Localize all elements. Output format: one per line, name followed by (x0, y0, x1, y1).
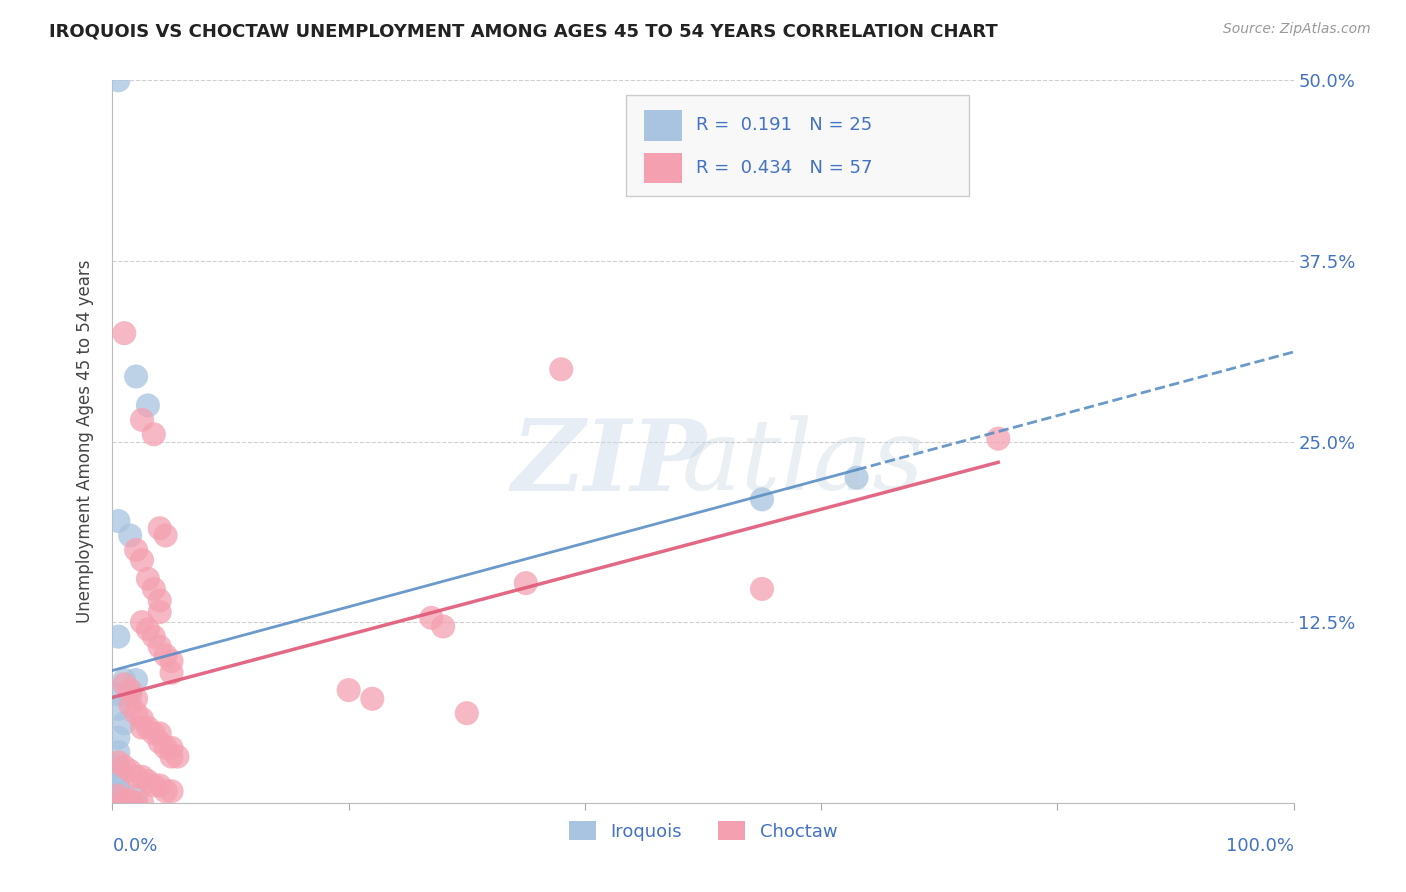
Point (120, 698, 142, 712)
Point (142, 779, 165, 793)
Point (131, 770, 153, 784)
Text: ZIP: ZIP (510, 415, 706, 511)
Point (845, 470, 868, 484)
Point (107, 760, 129, 774)
Point (136, 774, 159, 789)
FancyBboxPatch shape (644, 111, 682, 141)
Point (107, 789, 129, 803)
Point (107, 767, 129, 781)
Point (125, 691, 148, 706)
Point (142, 427, 165, 442)
Point (149, 640, 172, 654)
Text: 0.0%: 0.0% (112, 838, 157, 855)
FancyBboxPatch shape (644, 153, 682, 183)
Point (456, 706, 478, 721)
Point (155, 784, 177, 798)
Point (160, 654, 183, 668)
Point (125, 542, 148, 557)
Point (751, 582, 773, 596)
Point (120, 796, 142, 810)
Point (160, 665, 183, 680)
Point (361, 691, 384, 706)
Point (149, 779, 172, 793)
Text: 100.0%: 100.0% (1226, 838, 1294, 855)
Point (160, 749, 183, 764)
Text: R =  0.434   N = 57: R = 0.434 N = 57 (696, 159, 872, 177)
Point (131, 413, 153, 427)
Point (149, 605, 172, 619)
Point (160, 784, 183, 798)
Y-axis label: Unemployment Among Ages 45 to 54 years: Unemployment Among Ages 45 to 54 years (76, 260, 94, 624)
Point (120, 687, 142, 701)
Point (125, 369, 148, 384)
Point (120, 683, 142, 698)
Point (149, 735, 172, 749)
Point (107, 687, 129, 701)
Point (136, 623, 159, 637)
Point (120, 764, 142, 778)
Point (120, 793, 142, 807)
Point (432, 619, 454, 633)
Text: R =  0.191   N = 25: R = 0.191 N = 25 (696, 117, 872, 135)
Legend: Iroquois, Choctaw: Iroquois, Choctaw (561, 814, 845, 848)
Point (160, 740, 183, 755)
Point (131, 615, 153, 630)
Point (107, 731, 129, 745)
Point (142, 582, 165, 596)
Point (131, 712, 153, 726)
Point (107, 756, 129, 770)
Point (515, 576, 537, 591)
Point (155, 528, 177, 542)
Point (136, 572, 159, 586)
Point (107, 789, 129, 803)
Text: IROQUOIS VS CHOCTAW UNEMPLOYMENT AMONG AGES 45 TO 54 YEARS CORRELATION CHART: IROQUOIS VS CHOCTAW UNEMPLOYMENT AMONG A… (49, 22, 998, 40)
Point (107, 514, 129, 528)
Point (107, 630, 129, 644)
Point (131, 721, 153, 735)
Point (112, 760, 135, 774)
Point (987, 432, 1010, 446)
Point (142, 630, 165, 644)
Point (112, 673, 135, 687)
Point (125, 789, 148, 803)
Point (149, 521, 172, 535)
Point (166, 749, 188, 764)
Point (125, 706, 148, 721)
Point (125, 796, 148, 810)
Point (751, 492, 773, 507)
Point (112, 677, 135, 691)
Point (550, 362, 572, 376)
Point (107, 73, 129, 87)
Point (107, 745, 129, 759)
Point (107, 774, 129, 789)
Point (420, 611, 443, 625)
Point (142, 726, 165, 740)
Text: Source: ZipAtlas.com: Source: ZipAtlas.com (1223, 22, 1371, 37)
Point (149, 726, 172, 740)
Point (337, 683, 360, 698)
Point (155, 740, 177, 755)
Point (120, 528, 142, 542)
Point (107, 796, 129, 810)
Point (155, 648, 177, 663)
Point (112, 326, 135, 340)
Point (112, 716, 135, 731)
Text: atlas: atlas (682, 416, 925, 511)
Point (136, 398, 159, 412)
FancyBboxPatch shape (626, 95, 969, 196)
Point (136, 721, 159, 735)
Point (112, 796, 135, 810)
Point (125, 770, 148, 784)
Point (125, 673, 148, 687)
Point (131, 553, 153, 567)
Point (107, 781, 129, 796)
Point (107, 702, 129, 716)
Point (131, 796, 153, 810)
Point (149, 593, 172, 607)
Point (112, 793, 135, 807)
